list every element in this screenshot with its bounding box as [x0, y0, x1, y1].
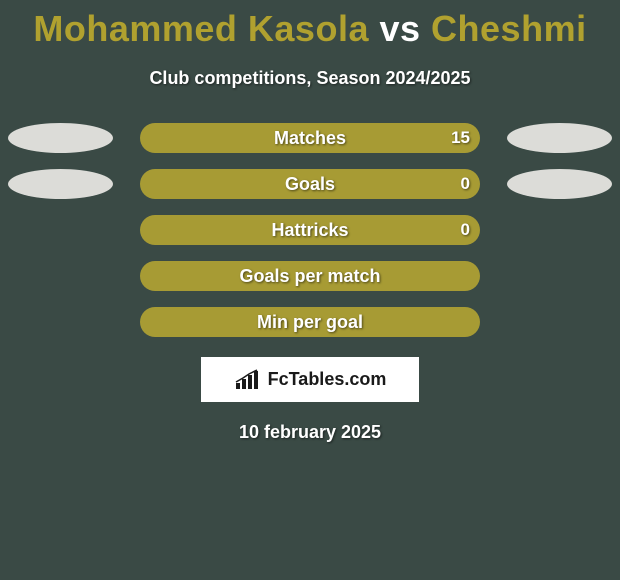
stat-bar-right	[310, 307, 480, 337]
player1-value-badge	[8, 169, 113, 199]
stat-bar-left	[140, 307, 310, 337]
infographic-container: Mohammed Kasola vs Cheshmi Club competit…	[0, 0, 620, 580]
stat-bar-left	[140, 169, 310, 199]
stat-bar-right	[140, 123, 480, 153]
player2-value-badge	[507, 123, 612, 153]
date-label: 10 february 2025	[0, 422, 620, 443]
stat-bar	[140, 261, 480, 291]
stat-bar	[140, 215, 480, 245]
player1-value-badge	[8, 123, 113, 153]
stat-bar	[140, 307, 480, 337]
page-title: Mohammed Kasola vs Cheshmi	[0, 0, 620, 50]
player2-value: 0	[461, 169, 470, 199]
title-player1: Mohammed Kasola	[33, 8, 369, 49]
stat-row: Min per goal	[0, 307, 620, 337]
stat-bar-left	[140, 261, 310, 291]
stat-bar	[140, 169, 480, 199]
player2-value: 0	[461, 215, 470, 245]
stat-bar	[140, 123, 480, 153]
stat-row: Matches15	[0, 123, 620, 153]
title-vs: vs	[379, 8, 420, 49]
subtitle: Club competitions, Season 2024/2025	[0, 68, 620, 89]
watermark-badge: FcTables.com	[201, 357, 419, 402]
stat-row: Goals per match	[0, 261, 620, 291]
bar-chart-icon	[234, 369, 262, 391]
player2-value: 15	[451, 123, 470, 153]
stat-bar-left	[140, 215, 310, 245]
player2-value-badge	[507, 169, 612, 199]
stat-row: Goals0	[0, 169, 620, 199]
title-player2: Cheshmi	[431, 8, 587, 49]
stat-row: Hattricks0	[0, 215, 620, 245]
stat-bar-right	[310, 169, 480, 199]
watermark-text: FcTables.com	[268, 369, 387, 390]
stat-bar-right	[310, 215, 480, 245]
stat-bar-right	[310, 261, 480, 291]
stat-rows: Matches15 Goals0 Hattricks0 Goals per match…	[0, 123, 620, 337]
